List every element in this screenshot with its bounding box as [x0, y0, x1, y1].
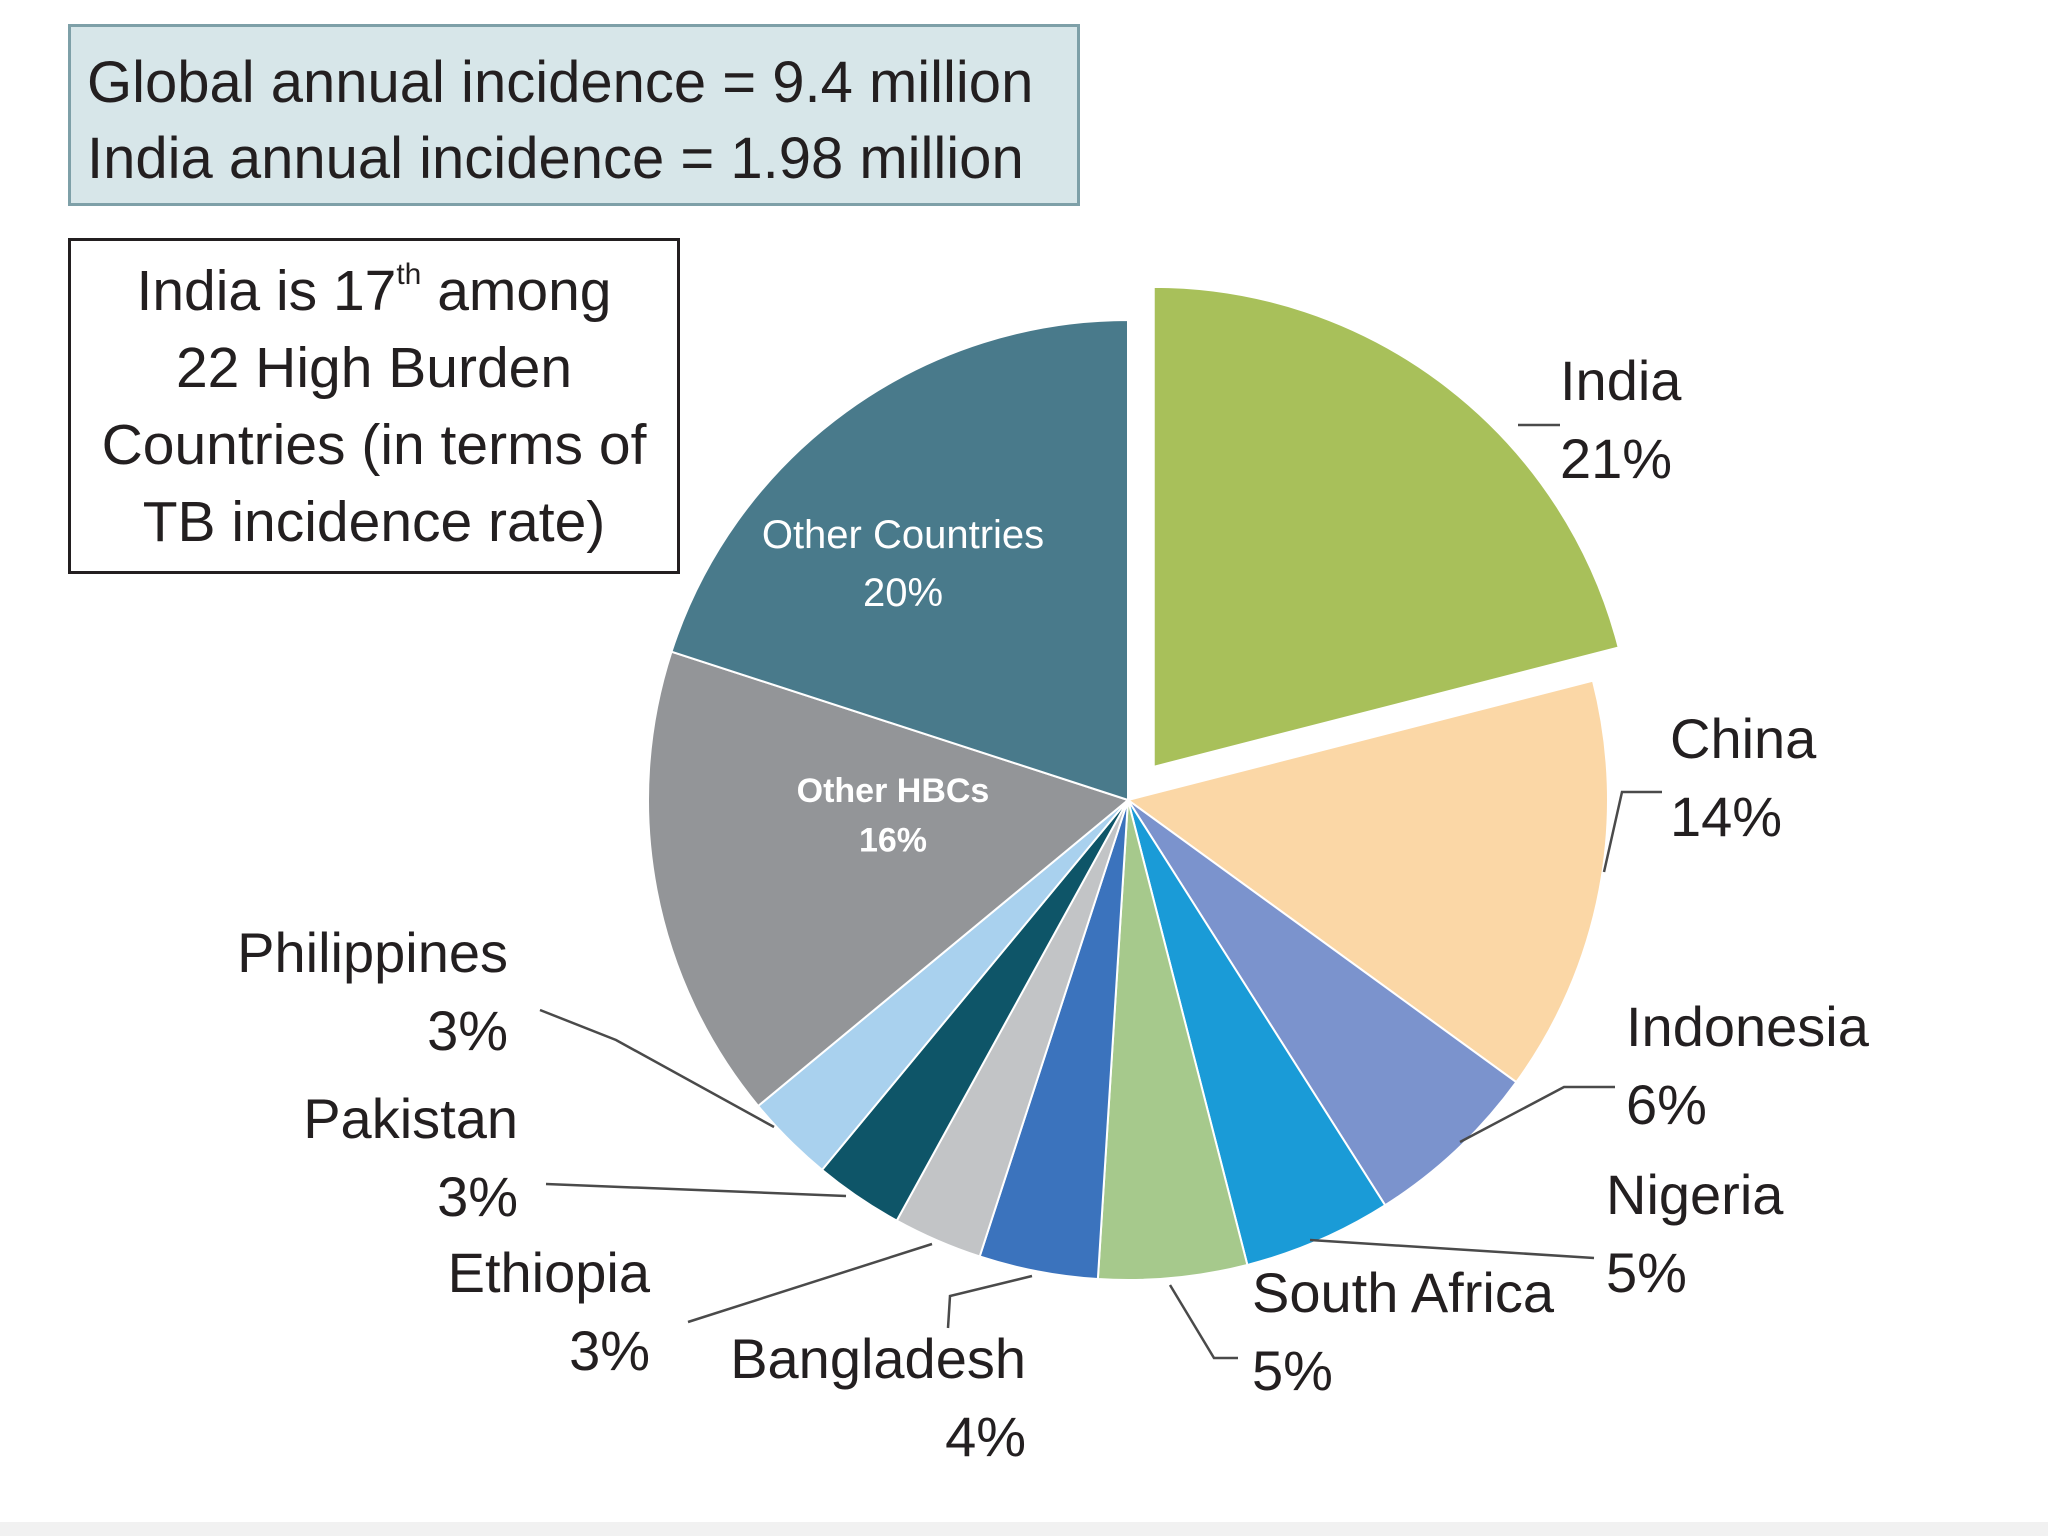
- slice-label-china: China: [1670, 707, 1817, 770]
- slice-value-pakistan: 3%: [437, 1165, 518, 1228]
- slice-value-indonesia: 6%: [1626, 1073, 1707, 1136]
- leader-line-ethiopia: [687, 1242, 933, 1324]
- rank-note-line-2: 22 High Burden: [175, 336, 573, 400]
- slice-label-pakistan: Pakistan: [303, 1087, 518, 1150]
- slice-value-south-africa: 5%: [1252, 1339, 1333, 1402]
- slice-value-india: 21%: [1560, 427, 1672, 490]
- rank-note-suffix: among: [421, 259, 612, 323]
- pie-slice-china: [1125, 679, 1609, 1084]
- pie-slice-other-hbcs: [647, 650, 1131, 1108]
- pie-slice-other-countries: [670, 318, 1129, 802]
- leader-line-nigeria: [1309, 1238, 1595, 1260]
- slice-label-philippines: Philippines: [237, 921, 508, 984]
- leader-line-south-africa: [1168, 1284, 1238, 1360]
- slice-label-indonesia: Indonesia: [1626, 995, 1870, 1058]
- slice-value-other-hbcs: 16%: [859, 821, 927, 859]
- slice-value-bangladesh: 4%: [945, 1405, 1026, 1468]
- rank-note-line-4: TB incidence rate): [142, 490, 606, 554]
- pie-slices: [647, 285, 1620, 1281]
- slice-value-china: 14%: [1670, 785, 1782, 848]
- slice-label-ethiopia: Ethiopia: [448, 1241, 651, 1304]
- slice-label-other-hbcs: Other HBCs: [797, 772, 990, 810]
- india-incidence-text: India annual incidence = 1.98 million: [87, 126, 1024, 191]
- slice-value-other-countries: 20%: [863, 571, 943, 615]
- rank-note-line-1: India is 17th among: [71, 253, 677, 330]
- leader-line-china: [1602, 790, 1662, 873]
- rank-note-superscript: th: [396, 258, 422, 291]
- india-rank-note: India is 17th among 22 High Burden Count…: [68, 238, 680, 574]
- global-incidence-text: Global annual incidence = 9.4 million: [87, 50, 1034, 115]
- slice-label-bangladesh: Bangladesh: [730, 1327, 1026, 1390]
- slice-value-philippines: 3%: [427, 999, 508, 1062]
- pie-labels: India 21% China 14% Indonesia 6% Nigeria 5% Sout…: [237, 349, 1870, 1468]
- leader-line-philippines: [539, 1008, 775, 1129]
- bottom-strip: [0, 1522, 2048, 1536]
- incidence-stats-box: Global annual incidence = 9.4 million In…: [68, 24, 1080, 206]
- pie-slice-india: [1152, 285, 1620, 769]
- pie-slice-indonesia: [1127, 799, 1518, 1207]
- slice-label-nigeria: Nigeria: [1606, 1163, 1784, 1226]
- slice-value-nigeria: 5%: [1606, 1241, 1687, 1304]
- slice-value-ethiopia: 3%: [569, 1319, 650, 1382]
- leader-line-bangladesh: [946, 1274, 1033, 1329]
- slice-label-other-countries: Other Countries: [762, 513, 1044, 557]
- pie-slice-south-africa: [1096, 799, 1249, 1281]
- slice-label-south-africa: South Africa: [1252, 1261, 1555, 1324]
- leader-line-pakistan: [545, 1182, 847, 1198]
- rank-note-line-3: Countries (in terms of: [101, 413, 647, 477]
- slice-label-india: India: [1560, 349, 1682, 412]
- leader-line-indonesia: [1459, 1085, 1615, 1144]
- rank-note-prefix: India is 17: [136, 259, 397, 323]
